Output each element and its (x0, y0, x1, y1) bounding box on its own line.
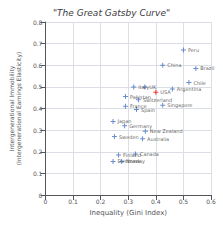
svg-text:0.1: 0.1 (68, 198, 78, 205)
svg-text:Sweden: Sweden (119, 134, 139, 140)
svg-text:(Intergenerational Earnings El: (Intergenerational Earnings Elasticity) (15, 52, 23, 166)
svg-text:0: 0 (39, 192, 43, 199)
svg-text:Japan: Japan (117, 118, 132, 125)
svg-text:0.6: 0.6 (206, 198, 216, 205)
svg-text:Inequality (Gini Index): Inequality (Gini Index) (89, 209, 167, 217)
svg-text:0: 0 (44, 198, 48, 205)
svg-text:Switzerland: Switzerland (142, 96, 173, 103)
svg-text:China: China (167, 62, 181, 68)
svg-text:0.5: 0.5 (33, 83, 43, 90)
svg-text:Canada: Canada (140, 151, 159, 157)
svg-text:0.7: 0.7 (33, 40, 43, 47)
svg-text:Australia: Australia (147, 136, 169, 142)
svg-text:Germany: Germany (129, 123, 152, 130)
svg-text:0.4: 0.4 (33, 105, 43, 112)
svg-text:Finland: Finland (123, 152, 141, 158)
svg-text:USA: USA (160, 89, 171, 95)
svg-text:Peru: Peru (188, 47, 199, 53)
svg-text:0.4: 0.4 (151, 198, 161, 205)
svg-text:0.3: 0.3 (123, 198, 133, 205)
svg-text:0.5: 0.5 (179, 198, 189, 205)
svg-text:0.3: 0.3 (33, 127, 43, 134)
svg-text:France: France (130, 103, 147, 110)
svg-text:0.2: 0.2 (96, 198, 106, 205)
svg-text:0.6: 0.6 (33, 62, 43, 69)
svg-text:Pakistan: Pakistan (130, 93, 151, 100)
svg-text:Norway: Norway (126, 158, 145, 165)
svg-text:0.1: 0.1 (33, 170, 43, 177)
svg-text:Argentina: Argentina (177, 86, 201, 93)
svg-text:UK: UK (149, 84, 157, 90)
svg-text:0.2: 0.2 (33, 148, 43, 155)
svg-text:Singapore: Singapore (167, 102, 192, 109)
svg-text:Italy: Italy (138, 84, 149, 91)
svg-text:Chile: Chile (193, 80, 206, 86)
svg-text:Intergenerational Immobility: Intergenerational Immobility (8, 65, 15, 152)
svg-text:New Zealand: New Zealand (150, 128, 183, 134)
svg-text:0.8: 0.8 (33, 19, 43, 26)
svg-text:Brazil: Brazil (200, 65, 214, 71)
svg-text:"The Great Gatsby Curve": "The Great Gatsby Curve" (53, 8, 170, 18)
svg-text:Spain: Spain (141, 107, 155, 114)
